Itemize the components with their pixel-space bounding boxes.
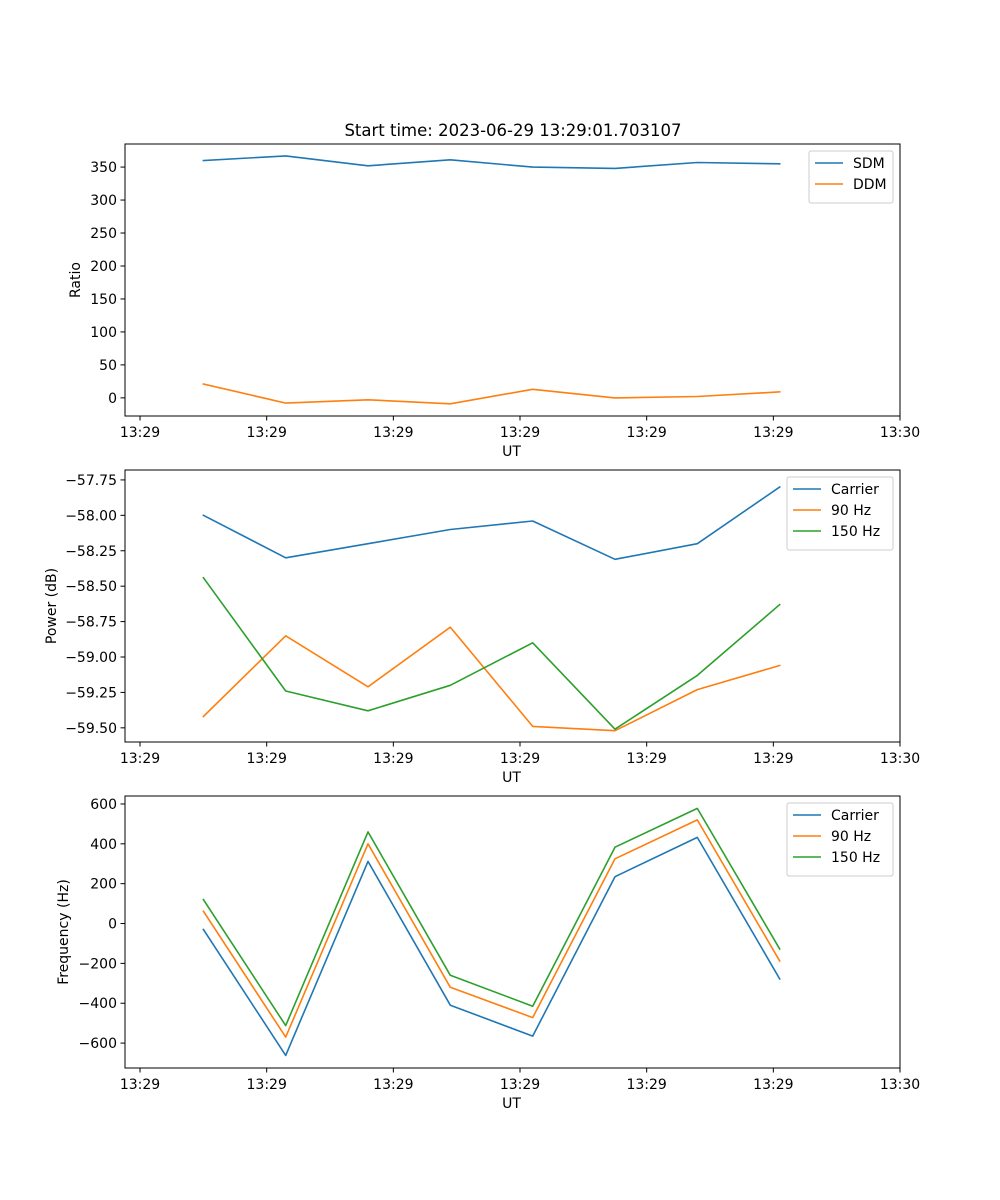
power-panel: 13:29 13:29 13:29 13:29 13:29 13:29 13:30 −59.5… xyxy=(44,469,920,786)
frequency-axes-frame xyxy=(124,795,901,1069)
frequency-y-tick-label: −600 xyxy=(79,1036,117,1052)
power-y-tick-label: −58.50 xyxy=(65,579,117,595)
power-x-axis-label: UT xyxy=(502,770,521,786)
frequency-legend-label-150-hz: 150 Hz xyxy=(831,850,880,866)
ratio-y-tick-label: 250 xyxy=(90,226,117,242)
power-x-tick-label: 13:29 xyxy=(626,751,666,767)
frequency-y-tick-label: 600 xyxy=(90,797,117,813)
ratio-x-tick-label: 13:29 xyxy=(500,425,540,441)
frequency-legend-label-carrier: Carrier xyxy=(831,808,879,824)
power-legend-label-150-hz: 150 Hz xyxy=(831,524,880,540)
ratio-y-tick-label: 300 xyxy=(90,193,117,209)
ratio-y-tick-label: 200 xyxy=(90,259,117,275)
power-y-axis-label: Power (dB) xyxy=(44,568,60,644)
ratio-axes-frame xyxy=(124,143,901,417)
ratio-y-tick-label: 150 xyxy=(90,292,117,308)
power-x-tick-label: 13:29 xyxy=(373,751,413,767)
power-y-tick-label: −58.00 xyxy=(65,508,117,524)
ratio-x-axis-label: UT xyxy=(502,444,521,460)
frequency-x-tick-label: 13:29 xyxy=(247,1077,287,1093)
ratio-x-tick-label: 13:29 xyxy=(247,425,287,441)
power-y-tick-label: −58.25 xyxy=(65,544,117,560)
ratio-x-tick-label: 13:29 xyxy=(373,425,413,441)
power-series-line-90-hz xyxy=(202,626,781,732)
frequency-y-tick-label: 0 xyxy=(108,917,117,933)
frequency-series-line-90-hz xyxy=(202,819,781,1038)
frequency-x-axis-label: UT xyxy=(502,1096,521,1112)
frequency-x-tick-label: 13:29 xyxy=(753,1077,793,1093)
ratio-y-tick-label: 350 xyxy=(90,160,117,176)
power-legend-label-carrier: Carrier xyxy=(831,482,879,498)
frequency-x-tick-label: 13:30 xyxy=(880,1077,920,1093)
power-series-line-150-hz xyxy=(202,576,781,731)
power-x-tick-label: 13:29 xyxy=(753,751,793,767)
frequency-y-tick-label: −200 xyxy=(79,956,117,972)
ratio-x-tick-label: 13:29 xyxy=(626,425,666,441)
power-y-tick-label: −57.75 xyxy=(65,473,117,489)
ratio-panel: 13:29 13:29 13:29 13:29 13:29 13:29 13:30 0 50 10… xyxy=(68,143,920,460)
ratio-y-tick-label: 0 xyxy=(108,391,117,407)
frequency-panel: 13:29 13:29 13:29 13:29 13:29 13:29 13:30 −600 −… xyxy=(56,795,920,1112)
frequency-x-tick-label: 13:29 xyxy=(373,1077,413,1093)
power-x-tick-label: 13:29 xyxy=(120,751,160,767)
ratio-series-line-ddm xyxy=(202,383,781,405)
frequency-y-tick-label: 200 xyxy=(90,877,117,893)
frequency-y-tick-label: 400 xyxy=(90,837,117,853)
ratio-y-axis-label: Ratio xyxy=(68,262,84,298)
ratio-x-tick-label: 13:29 xyxy=(120,425,160,441)
frequency-x-tick-label: 13:29 xyxy=(500,1077,540,1093)
frequency-legend-label-90-hz: 90 Hz xyxy=(831,829,871,845)
frequency-y-tick-label: −400 xyxy=(79,996,117,1012)
ratio-legend-frame xyxy=(808,150,894,204)
ratio-legend-label-sdm: SDM xyxy=(853,156,885,172)
frequency-legend: Carrier 90 Hz 150 Hz xyxy=(786,802,894,877)
ratio-series-line-sdm xyxy=(202,155,781,170)
ratio-x-tick-label: 13:30 xyxy=(880,425,920,441)
frequency-series-line-carrier xyxy=(202,836,781,1057)
power-x-tick-label: 13:29 xyxy=(247,751,287,767)
frequency-x-tick-label: 13:29 xyxy=(626,1077,666,1093)
ratio-y-tick-label: 100 xyxy=(90,325,117,341)
ratio-y-tick-label: 50 xyxy=(99,358,117,374)
power-series-line-carrier xyxy=(202,485,781,561)
power-axes-frame xyxy=(124,469,901,743)
power-y-tick-label: −59.25 xyxy=(65,685,117,701)
power-legend-label-90-hz: 90 Hz xyxy=(831,503,871,519)
power-y-tick-label: −58.75 xyxy=(65,615,117,631)
frequency-series-line-150-hz xyxy=(202,807,781,1027)
power-x-tick-label: 13:29 xyxy=(500,751,540,767)
ratio-legend: SDM DDM xyxy=(808,150,894,204)
power-y-tick-label: −59.00 xyxy=(65,650,117,666)
ratio-legend-label-ddm: DDM xyxy=(853,177,887,193)
frequency-x-tick-label: 13:29 xyxy=(120,1077,160,1093)
power-x-tick-label: 13:30 xyxy=(880,751,920,767)
frequency-y-axis-label: Frequency (Hz) xyxy=(56,879,72,985)
figure-title: Start time: 2023-06-29 13:29:01.703107 xyxy=(344,121,681,140)
power-y-tick-label: −59.50 xyxy=(65,721,117,737)
power-legend: Carrier 90 Hz 150 Hz xyxy=(786,476,894,551)
ratio-x-tick-label: 13:29 xyxy=(753,425,793,441)
